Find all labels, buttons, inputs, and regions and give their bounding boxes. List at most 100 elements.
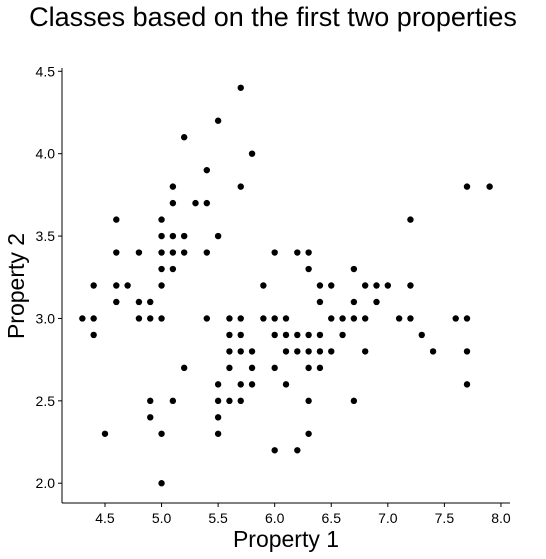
data-point — [192, 199, 199, 207]
data-point — [361, 315, 369, 322]
data-point — [248, 364, 256, 372]
data-point — [214, 381, 222, 388]
data-point — [158, 232, 165, 240]
data-point — [237, 381, 244, 388]
data-point — [305, 364, 312, 372]
data-points — [79, 84, 493, 487]
data-point — [316, 298, 324, 306]
data-point — [135, 298, 143, 306]
y-axis-ticks: 2.0 2.5 3.0 3.5 4.0 4.5 — [36, 63, 62, 491]
data-point — [305, 265, 312, 273]
data-point — [203, 315, 211, 322]
data-point — [271, 447, 278, 454]
data-point — [395, 315, 403, 322]
data-point — [135, 249, 143, 256]
data-point — [316, 364, 324, 372]
data-point — [418, 331, 425, 339]
data-point — [180, 249, 188, 256]
data-point — [180, 364, 188, 372]
data-point — [147, 315, 154, 322]
y-tick-label: 2.0 — [36, 475, 56, 491]
chart-title: Classes based on the first two propertie… — [29, 2, 517, 32]
data-point — [214, 232, 222, 240]
data-point — [316, 348, 324, 355]
data-point — [237, 331, 244, 339]
data-point — [282, 315, 290, 322]
data-point — [203, 199, 211, 207]
data-point — [113, 216, 120, 223]
x-tick-label: 5.0 — [152, 510, 172, 526]
data-point — [113, 282, 120, 289]
data-point — [328, 348, 335, 355]
data-point — [226, 315, 233, 322]
data-point — [113, 298, 120, 306]
data-point — [226, 348, 233, 355]
data-point — [260, 315, 267, 322]
y-tick-label: 3.5 — [36, 228, 56, 244]
data-point — [463, 315, 471, 322]
x-tick-label: 6.5 — [322, 510, 342, 526]
data-point — [339, 331, 346, 339]
data-point — [305, 430, 312, 437]
data-point — [214, 397, 222, 405]
data-point — [294, 348, 301, 355]
x-tick-label: 7.5 — [435, 510, 455, 526]
data-point — [147, 298, 154, 306]
data-point — [305, 249, 312, 256]
data-point — [271, 364, 278, 372]
data-point — [350, 397, 358, 405]
data-point — [350, 315, 358, 322]
data-point — [328, 315, 335, 322]
data-point — [339, 315, 346, 322]
data-point — [237, 315, 244, 322]
data-point — [169, 397, 177, 405]
data-point — [226, 364, 233, 372]
data-point — [305, 348, 312, 355]
data-point — [429, 348, 437, 355]
data-point — [158, 249, 165, 256]
data-point — [113, 249, 120, 256]
data-point — [147, 397, 154, 405]
data-point — [226, 331, 233, 339]
x-axis-ticks: 4.5 5.0 5.5 6.0 6.5 7.0 7.5 8.0 — [95, 503, 511, 526]
data-point — [361, 282, 369, 289]
data-point — [124, 282, 131, 289]
data-point — [226, 397, 233, 405]
data-point — [407, 315, 414, 322]
x-tick-label: 8.0 — [491, 510, 511, 526]
y-tick-label: 4.0 — [36, 146, 56, 162]
data-point — [463, 183, 471, 190]
data-point — [90, 282, 97, 289]
data-point — [486, 183, 493, 190]
data-point — [271, 331, 278, 339]
data-point — [282, 348, 290, 355]
x-axis-label: Property 1 — [233, 526, 339, 552]
data-point — [158, 480, 165, 487]
data-point — [373, 298, 380, 306]
y-axis-label: Property 2 — [3, 233, 29, 339]
data-point — [90, 315, 97, 322]
data-point — [463, 348, 471, 355]
data-point — [169, 265, 177, 273]
x-tick-label: 6.0 — [265, 510, 285, 526]
data-point — [384, 282, 392, 289]
data-point — [79, 315, 86, 322]
data-point — [407, 216, 414, 223]
data-point — [203, 249, 211, 256]
data-point — [158, 315, 165, 322]
data-point — [361, 348, 369, 355]
data-point — [158, 282, 165, 289]
data-point — [316, 331, 324, 339]
data-point — [305, 331, 312, 339]
data-point — [294, 447, 301, 454]
y-tick-label: 2.5 — [36, 393, 56, 409]
y-tick-label: 4.5 — [36, 63, 56, 79]
data-point — [237, 183, 244, 190]
x-tick-label: 7.0 — [378, 510, 398, 526]
data-point — [214, 414, 222, 421]
data-point — [248, 150, 256, 157]
data-point — [135, 315, 143, 322]
data-point — [237, 397, 244, 405]
data-point — [237, 348, 244, 355]
